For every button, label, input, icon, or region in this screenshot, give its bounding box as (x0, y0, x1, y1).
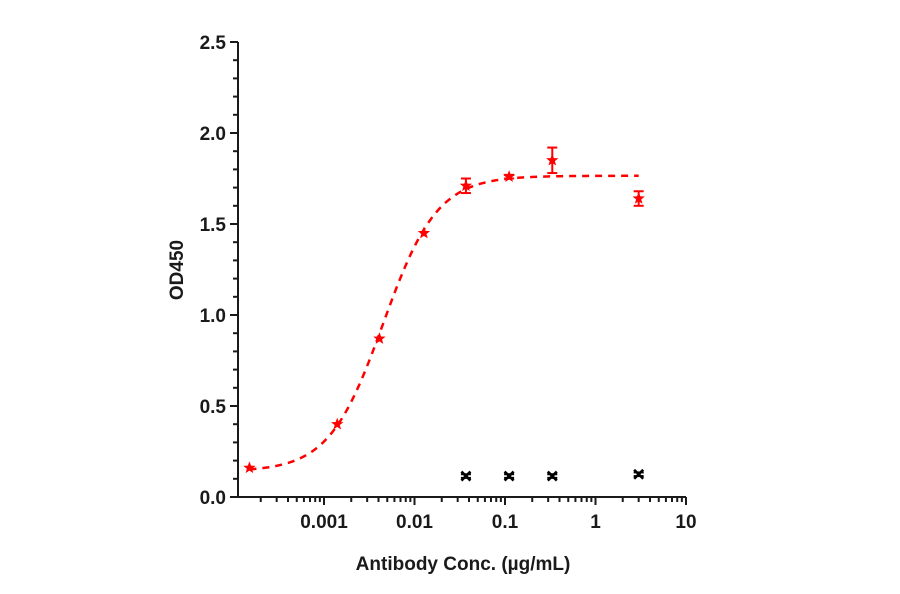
x-tick-label: 0.01 (396, 512, 433, 533)
x-tick-label: 0.001 (300, 512, 348, 533)
y-tick-label: 2.5 (200, 33, 227, 54)
star-marker (373, 332, 386, 344)
fit-curve (249, 174, 639, 471)
series-antibody (243, 146, 645, 474)
series-control (460, 468, 645, 482)
x-marker (546, 470, 558, 482)
star-marker (459, 179, 473, 192)
star-marker (417, 226, 431, 239)
x-axis-title: Antibody Conc. (µg/mL) (356, 554, 571, 575)
x-marker (460, 470, 472, 482)
x-axis: 0.001 0.01 0.1 1 10 (237, 496, 697, 533)
y-axis-title: OD450 (167, 240, 188, 300)
y-tick-label: 0.0 (200, 488, 226, 509)
x-marker (633, 468, 645, 480)
plot-area (243, 146, 645, 482)
x-tick-label: 1 (590, 512, 601, 533)
y-tick-label: 2.0 (200, 124, 226, 145)
y-tick-label: 1.5 (200, 215, 227, 236)
x-marker (503, 470, 515, 482)
star-marker (632, 192, 645, 204)
star-marker (243, 461, 256, 474)
star-marker (502, 170, 516, 182)
x-tick-label: 10 (675, 512, 696, 533)
y-tick-label: 1.0 (200, 306, 226, 327)
y-tick-label: 0.5 (200, 397, 227, 418)
y-axis: 0.0 0.5 1.0 1.5 2.0 2.5 (200, 33, 239, 509)
star-marker (546, 153, 559, 166)
x-tick-label: 0.1 (492, 512, 519, 533)
star-marker (331, 417, 344, 430)
